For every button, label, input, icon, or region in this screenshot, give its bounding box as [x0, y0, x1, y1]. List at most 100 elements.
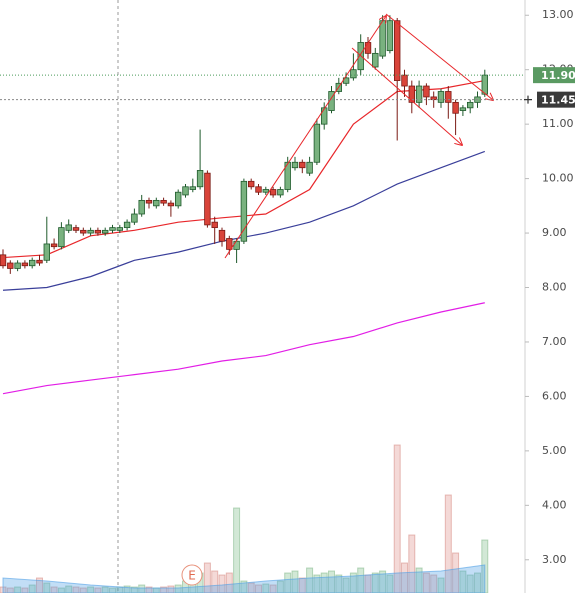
- crosshair-plus: [524, 95, 532, 104]
- y-tick-label: 13.00: [542, 8, 574, 21]
- candle-body: [174, 191, 182, 207]
- volume-bar: [21, 587, 29, 593]
- candle-body: [196, 170, 204, 188]
- volume-bar: [371, 572, 379, 593]
- volume-bar: [291, 570, 299, 593]
- volume-bar: [255, 584, 262, 593]
- volume-bar: [218, 574, 226, 593]
- volume-bar: [79, 587, 87, 593]
- volume-bar: [72, 586, 80, 593]
- crosshair-price-label: 11.45: [541, 94, 576, 107]
- y-tick-label: 8.00: [542, 281, 567, 294]
- candle-body: [167, 202, 175, 207]
- y-tick-label: 3.00: [542, 553, 567, 566]
- y-tick-label: 10.00: [542, 172, 574, 185]
- candle-body: [131, 213, 138, 223]
- candle-body: [211, 221, 218, 229]
- candle-body: [153, 199, 160, 207]
- volume-bar: [379, 570, 387, 593]
- candle-body: [313, 123, 321, 163]
- candle-body: [116, 227, 123, 231]
- candle-body: [466, 101, 474, 109]
- candle-body: [160, 199, 167, 204]
- candle-body: [306, 161, 313, 174]
- volume-bar: [474, 572, 481, 593]
- candle-body: [320, 107, 328, 125]
- volume-bar: [349, 572, 357, 593]
- candle-body: [372, 52, 379, 68]
- candle-body: [80, 229, 87, 234]
- candle-body: [218, 229, 226, 242]
- volume-bar: [57, 587, 65, 593]
- volume-bar: [357, 567, 365, 593]
- volume-bar: [452, 552, 460, 593]
- candle-body: [247, 180, 255, 188]
- y-tick-label: 6.00: [542, 389, 567, 402]
- candle-body: [50, 243, 58, 248]
- y-tick-label: 7.00: [542, 335, 567, 348]
- y-tick-label: 11.00: [542, 117, 574, 130]
- candle-body: [14, 262, 21, 269]
- volume-bar: [386, 574, 394, 593]
- candle-body: [350, 69, 357, 79]
- volume-bar: [160, 586, 168, 593]
- volume-bar: [328, 570, 335, 593]
- candle-body: [255, 186, 262, 193]
- volume-bar: [43, 582, 51, 593]
- volume-bar: [211, 570, 219, 593]
- volume-bar: [174, 584, 182, 593]
- candle-body: [437, 91, 445, 103]
- volume-bar: [247, 582, 255, 593]
- volume-bar: [36, 577, 43, 593]
- volume-bar: [466, 574, 474, 593]
- trend-drawing: [224, 13, 493, 259]
- candle-body: [28, 259, 36, 267]
- volume-bar: [167, 585, 175, 593]
- volume-bar: [342, 577, 350, 593]
- candle-body: [233, 240, 240, 250]
- candle-body: [58, 227, 65, 248]
- volume-bar: [306, 567, 314, 593]
- volume-bar: [6, 587, 14, 593]
- moving-average: [2, 302, 485, 395]
- axis-labels: 3.004.005.006.007.008.009.0010.0011.0012…: [0, 8, 576, 566]
- volume-bar: [313, 574, 321, 593]
- candle-body: [21, 262, 29, 267]
- volume-bar: [444, 494, 452, 593]
- candle-body: [299, 161, 306, 169]
- candle-body: [109, 227, 116, 231]
- volume-bar: [459, 570, 467, 593]
- volume-bar: [225, 572, 233, 593]
- candle-body: [269, 189, 277, 196]
- candle-body: [182, 186, 189, 196]
- candle-body: [138, 199, 145, 215]
- candle-body: [423, 85, 430, 98]
- candle-body: [94, 229, 102, 234]
- y-tick-label: 4.00: [542, 498, 567, 511]
- candle-body: [408, 85, 415, 103]
- volume-ma-area: [2, 564, 486, 593]
- volume-bar: [335, 574, 343, 593]
- candle-body: [393, 20, 401, 81]
- candle-body: [36, 259, 43, 264]
- candle-body: [189, 186, 196, 190]
- last-price-badge: [533, 67, 575, 84]
- candle-body: [415, 85, 423, 103]
- last-price-label: 11.90: [541, 69, 576, 82]
- volume-bar: [28, 584, 36, 593]
- volume-bar: [393, 444, 401, 593]
- candle-body: [145, 199, 153, 204]
- volume-bar: [430, 574, 438, 593]
- volume-bar: [415, 567, 423, 593]
- volume-bar: [14, 586, 22, 593]
- candle-body: [452, 101, 459, 114]
- candle-body: [0, 254, 7, 267]
- volume-bar: [94, 587, 102, 593]
- candle-body: [284, 161, 291, 190]
- candle-body: [401, 74, 408, 87]
- candle-body: [328, 91, 335, 111]
- candle-body: [459, 107, 467, 111]
- volume-bar: [87, 586, 95, 593]
- volume-bar: [109, 587, 116, 593]
